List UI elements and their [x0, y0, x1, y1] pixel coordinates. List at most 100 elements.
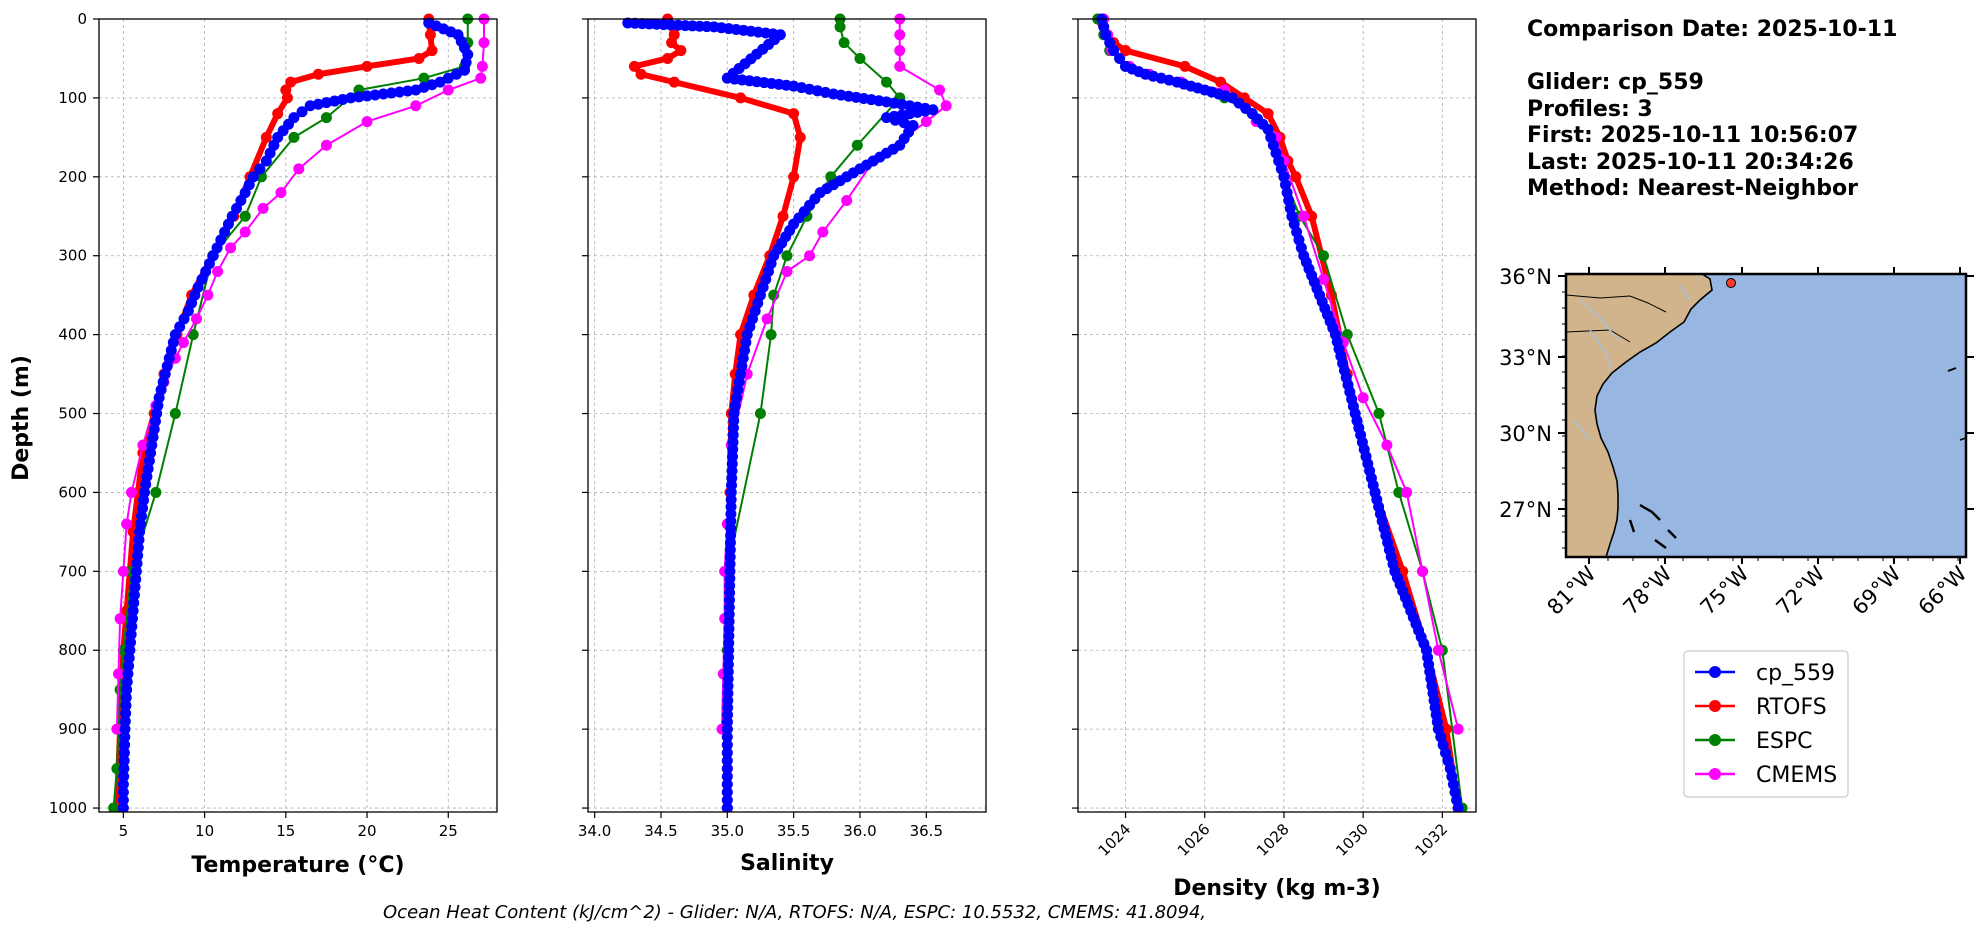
data-point-rtofs — [666, 37, 678, 49]
data-point-cp-559 — [1192, 82, 1204, 94]
data-point-cp-559 — [889, 114, 901, 126]
data-point-cp-559 — [721, 731, 733, 743]
data-point-rtofs — [1262, 108, 1274, 120]
map-lat-label: 36°N — [1499, 265, 1552, 289]
data-point-cp-559 — [1431, 716, 1443, 728]
data-point-cp-559 — [1295, 242, 1307, 254]
legend-label-espc: ESPC — [1756, 729, 1813, 754]
data-point-espc — [1393, 486, 1405, 498]
data-point-cp-559 — [126, 613, 138, 625]
legend-label-glider: cp_559 — [1756, 661, 1835, 686]
data-point-cp-559 — [736, 360, 748, 372]
data-point-cp-559 — [125, 636, 137, 648]
data-point-cp-559 — [132, 542, 144, 554]
data-point-espc — [288, 131, 300, 143]
data-point-espc — [239, 210, 251, 222]
data-point-espc — [838, 37, 850, 49]
data-point-cp-559 — [145, 447, 157, 459]
data-point-rtofs — [424, 29, 436, 41]
y-tick-label: 200 — [58, 168, 87, 186]
series-group — [622, 13, 952, 812]
data-point-cmems — [1357, 392, 1369, 404]
data-point-cmems — [361, 116, 373, 128]
y-tick-label: 800 — [58, 641, 87, 659]
data-point-cp-559 — [254, 163, 266, 175]
map-lat-label: 27°N — [1499, 498, 1552, 522]
data-point-cp-559 — [1442, 755, 1454, 767]
data-point-cp-559 — [1275, 163, 1287, 175]
data-point-cmems — [442, 84, 454, 96]
comparison-date: Comparison Date: 2025-10-11 — [1527, 17, 1897, 42]
ocean-heat-content-footer: Ocean Heat Content (kJ/cm^2) - Glider: N… — [383, 902, 1206, 923]
data-point-cp-559 — [724, 558, 736, 570]
legend-swatch-marker — [1709, 768, 1721, 780]
y-tick-label: 1000 — [49, 799, 87, 817]
legend-frame — [1683, 650, 1849, 798]
data-point-cp-559 — [721, 739, 733, 751]
data-point-rtofs — [260, 131, 272, 143]
data-point-rtofs — [635, 68, 647, 80]
last-profile-time: Last: 2025-10-11 20:34:26 — [1527, 150, 1854, 175]
data-point-espc — [854, 52, 866, 64]
data-point-cp-559 — [1327, 322, 1339, 334]
glider-location-marker — [1726, 278, 1736, 288]
data-point-cp-559 — [121, 684, 133, 696]
data-point-cp-559 — [132, 550, 144, 562]
legend-entry-rtofs: RTOFS — [1695, 695, 1827, 720]
data-point-cp-559 — [1367, 479, 1379, 491]
data-point-espc — [834, 21, 846, 33]
salinity-axis-title: Salinity — [740, 851, 834, 876]
y-tick-label: 900 — [58, 720, 87, 738]
y-tick-label: 400 — [58, 326, 87, 344]
data-point-espc — [150, 486, 162, 498]
x-tick-label: 35.0 — [711, 822, 744, 840]
data-point-cmems — [478, 37, 490, 49]
x-tick-label: 10 — [195, 822, 214, 840]
data-point-cmems — [257, 202, 269, 214]
data-point-cmems — [239, 226, 251, 238]
data-point-cp-559 — [1098, 21, 1110, 33]
data-point-espc — [765, 329, 777, 341]
data-point-cp-559 — [127, 605, 139, 617]
data-point-cmems — [225, 242, 237, 254]
data-point-cp-559 — [353, 91, 365, 103]
series-group — [1092, 13, 1468, 812]
data-point-cp-559 — [1114, 52, 1126, 64]
data-point-cp-559 — [442, 72, 454, 84]
data-point-cp-559 — [873, 95, 885, 107]
data-point-cmems — [410, 100, 422, 112]
data-point-cp-559 — [174, 321, 186, 333]
data-point-cp-559 — [117, 802, 129, 812]
data-point-espc — [187, 329, 199, 341]
data-point-rtofs — [361, 60, 373, 72]
data-point-cp-559 — [450, 68, 462, 80]
legend: cp_559 RTOFS ESPC CMEMS — [1683, 650, 1849, 798]
data-point-cp-559 — [123, 660, 135, 672]
legend-entry-cmems: CMEMS — [1695, 763, 1837, 788]
legend-entry-espc: ESPC — [1695, 729, 1813, 754]
data-point-cmems — [1452, 723, 1464, 735]
data-point-cp-559 — [721, 778, 733, 790]
data-point-cp-559 — [385, 87, 397, 99]
data-point-cp-559 — [744, 321, 756, 333]
data-point-cmems — [202, 289, 214, 301]
data-point-cmems — [212, 265, 224, 277]
data-point-cp-559 — [1220, 90, 1232, 102]
data-point-rtofs — [735, 92, 747, 104]
data-point-espc — [754, 408, 766, 420]
data-point-cp-559 — [757, 281, 769, 293]
data-point-rtofs — [1440, 723, 1452, 735]
data-point-cp-559 — [131, 557, 143, 569]
data-point-cp-559 — [117, 786, 129, 798]
data-point-cp-559 — [163, 352, 175, 364]
data-point-rtofs — [312, 68, 324, 80]
data-point-cp-559 — [701, 21, 713, 33]
data-point-rtofs — [668, 76, 680, 88]
y-tick-label: 0 — [77, 10, 87, 28]
info-block: Comparison Date: 2025-10-11 Glider: cp_5… — [1527, 17, 1897, 201]
axes-frame — [98, 18, 498, 813]
data-point-rtofs — [675, 45, 687, 57]
data-point-rtofs — [788, 108, 800, 120]
data-point-cp-559 — [118, 770, 130, 782]
x-tick-label: 34.5 — [644, 822, 677, 840]
